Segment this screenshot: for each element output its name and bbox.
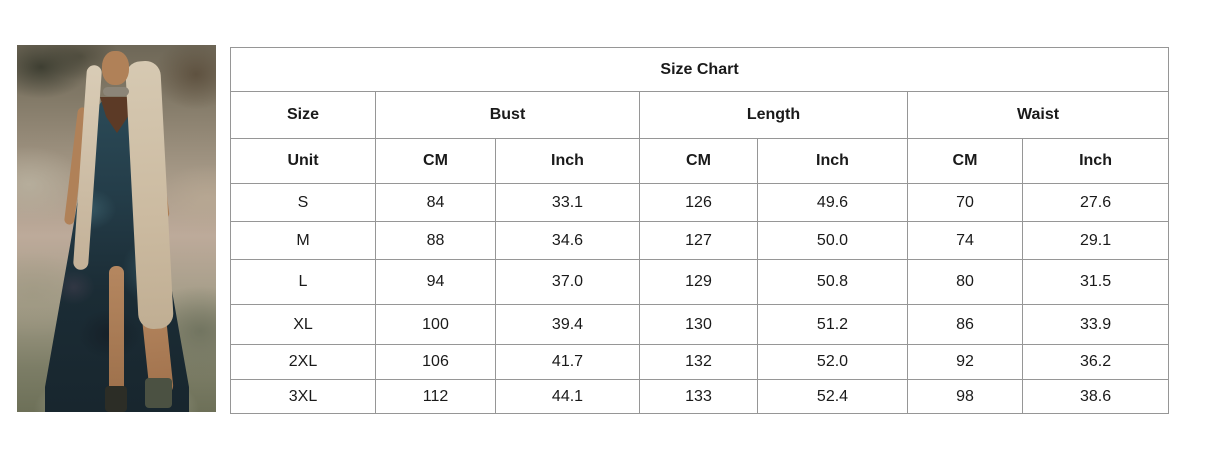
table-title-row: Size Chart <box>229 47 1170 92</box>
col-group-length: Length <box>639 91 908 139</box>
size-chart-table: Size Chart Size Bust Length Waist Unit C… <box>229 47 1170 414</box>
bust-cm: 106 <box>375 344 496 380</box>
boot-left <box>105 386 127 412</box>
size-label: S <box>230 183 376 222</box>
length-inch: 49.6 <box>757 183 908 222</box>
bust-cm: 112 <box>375 379 496 414</box>
bust-inch: 34.6 <box>495 221 640 260</box>
col-group-waist: Waist <box>906 91 1170 139</box>
size-label: 2XL <box>230 344 376 380</box>
waist-inch: 36.2 <box>1021 344 1170 380</box>
length-cm: 130 <box>639 304 758 345</box>
waist-cm: 98 <box>907 379 1023 414</box>
bust-inch: 33.1 <box>495 183 640 222</box>
leg-through-slit-left <box>109 266 124 404</box>
length-inch-header: Inch <box>757 138 908 184</box>
size-label: 3XL <box>230 379 376 414</box>
table-row-size-3xl: 3XL 112 44.1 133 52.4 98 38.6 <box>230 379 1170 414</box>
bust-inch: 39.4 <box>495 304 640 345</box>
length-inch: 51.2 <box>757 304 908 345</box>
size-label: L <box>230 259 376 305</box>
waist-inch: 27.6 <box>1021 183 1170 222</box>
column-group-header-row: Size Bust Length Waist <box>230 91 1170 139</box>
product-photo <box>17 45 216 412</box>
waist-inch: 33.9 <box>1021 304 1170 345</box>
size-chart-title: Size Chart <box>229 47 1170 92</box>
length-cm: 126 <box>639 183 758 222</box>
table-row-size-l: L 94 37.0 129 50.8 80 31.5 <box>230 259 1170 305</box>
length-cm: 129 <box>639 259 758 305</box>
bust-inch: 37.0 <box>495 259 640 305</box>
model-face <box>102 51 129 85</box>
waist-cm: 86 <box>907 304 1023 345</box>
table-row-size-xl: XL 100 39.4 130 51.2 86 33.9 <box>230 304 1170 345</box>
bust-inch: 44.1 <box>495 379 640 414</box>
bust-cm-header: CM <box>375 138 496 184</box>
length-inch: 52.0 <box>757 344 908 380</box>
unit-header-row: Unit CM Inch CM Inch CM Inch <box>230 138 1170 184</box>
waist-cm: 92 <box>907 344 1023 380</box>
unit-header-label: Unit <box>230 138 376 184</box>
length-inch: 52.4 <box>757 379 908 414</box>
bust-cm: 100 <box>375 304 496 345</box>
length-cm: 127 <box>639 221 758 260</box>
waist-inch: 38.6 <box>1021 379 1170 414</box>
table-row-size-m: M 88 34.6 127 50.0 74 29.1 <box>230 221 1170 260</box>
bust-cm: 84 <box>375 183 496 222</box>
waist-inch: 31.5 <box>1021 259 1170 305</box>
length-inch: 50.0 <box>757 221 908 260</box>
waist-inch: 29.1 <box>1021 221 1170 260</box>
waist-cm: 74 <box>907 221 1023 260</box>
waist-cm: 80 <box>907 259 1023 305</box>
length-cm: 133 <box>639 379 758 414</box>
boot-right <box>145 378 172 408</box>
bust-cm: 94 <box>375 259 496 305</box>
col-group-bust: Bust <box>375 91 640 139</box>
waist-cm: 70 <box>907 183 1023 222</box>
size-chart-panel: Size Chart Size Bust Length Waist Unit C… <box>229 47 1170 414</box>
necklace <box>103 87 129 96</box>
size-label: M <box>230 221 376 260</box>
length-cm: 132 <box>639 344 758 380</box>
bust-inch: 41.7 <box>495 344 640 380</box>
table-row-size-2xl: 2XL 106 41.7 132 52.0 92 36.2 <box>230 344 1170 380</box>
waist-cm-header: CM <box>907 138 1023 184</box>
table-row-size-s: S 84 33.1 126 49.6 70 27.6 <box>230 183 1170 222</box>
waist-inch-header: Inch <box>1021 138 1170 184</box>
size-label: XL <box>230 304 376 345</box>
col-group-size: Size <box>230 91 376 139</box>
bust-inch-header: Inch <box>495 138 640 184</box>
length-inch: 50.8 <box>757 259 908 305</box>
bust-cm: 88 <box>375 221 496 260</box>
length-cm-header: CM <box>639 138 758 184</box>
